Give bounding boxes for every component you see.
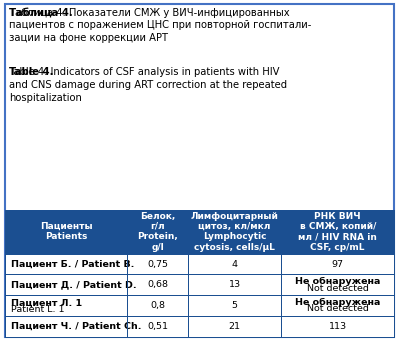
FancyBboxPatch shape xyxy=(188,210,281,254)
Text: Patient L. 1: Patient L. 1 xyxy=(11,305,64,314)
Text: Table 4.: Table 4. xyxy=(9,67,53,77)
FancyBboxPatch shape xyxy=(188,295,281,316)
FancyBboxPatch shape xyxy=(5,295,127,316)
Text: Белок,
г/л
Protein,
g/l: Белок, г/л Protein, g/l xyxy=(137,211,178,252)
FancyBboxPatch shape xyxy=(127,295,188,316)
FancyBboxPatch shape xyxy=(281,275,394,295)
Text: 13: 13 xyxy=(229,280,241,289)
FancyBboxPatch shape xyxy=(281,254,394,275)
Text: Таблица 4. Показатели СМЖ у ВИЧ-инфицированных
пациентов с поражением ЦНС при по: Таблица 4. Показатели СМЖ у ВИЧ-инфициро… xyxy=(9,8,311,43)
Text: Не обнаружена: Не обнаружена xyxy=(295,277,380,286)
Text: Not detected: Not detected xyxy=(307,305,369,313)
Text: Пациенты
Patients: Пациенты Patients xyxy=(40,222,93,241)
Text: Пациент Л. 1: Пациент Л. 1 xyxy=(11,299,82,308)
Text: Пациент Д. / Patient D.: Пациент Д. / Patient D. xyxy=(11,280,136,289)
Text: Не обнаружена: Не обнаружена xyxy=(295,298,380,307)
Text: 0,51: 0,51 xyxy=(147,322,168,331)
Text: 4: 4 xyxy=(231,260,237,268)
FancyBboxPatch shape xyxy=(188,316,281,337)
FancyBboxPatch shape xyxy=(5,210,127,254)
FancyBboxPatch shape xyxy=(188,275,281,295)
Text: Пациент Б. / Patient B.: Пациент Б. / Patient B. xyxy=(11,260,134,268)
Text: 97: 97 xyxy=(332,260,344,268)
Text: 21: 21 xyxy=(229,322,241,331)
Text: 0,68: 0,68 xyxy=(147,280,168,289)
Text: Not detected: Not detected xyxy=(307,284,369,293)
FancyBboxPatch shape xyxy=(127,275,188,295)
Text: 113: 113 xyxy=(329,322,347,331)
FancyBboxPatch shape xyxy=(5,316,127,337)
Text: 0,75: 0,75 xyxy=(147,260,168,268)
FancyBboxPatch shape xyxy=(281,295,394,316)
FancyBboxPatch shape xyxy=(281,316,394,337)
FancyBboxPatch shape xyxy=(127,254,188,275)
Text: Таблица 4.: Таблица 4. xyxy=(9,8,73,17)
Text: Пациент Ч. / Patient Ch.: Пациент Ч. / Patient Ch. xyxy=(11,322,141,331)
FancyBboxPatch shape xyxy=(127,210,188,254)
FancyBboxPatch shape xyxy=(281,210,394,254)
FancyBboxPatch shape xyxy=(127,316,188,337)
Text: РНК ВИЧ
в СМЖ, копий/
мл / HIV RNA in
CSF, cp/mL: РНК ВИЧ в СМЖ, копий/ мл / HIV RNA in CS… xyxy=(298,211,377,252)
Text: 0,8: 0,8 xyxy=(150,301,165,310)
Text: Лимфоцитарный
цитоз, кл/мкл
Lymphocytic
cytosis, cells/µL: Лимфоцитарный цитоз, кл/мкл Lymphocytic … xyxy=(191,211,279,252)
FancyBboxPatch shape xyxy=(188,254,281,275)
Text: 5: 5 xyxy=(231,301,237,310)
FancyBboxPatch shape xyxy=(5,4,394,337)
FancyBboxPatch shape xyxy=(5,275,127,295)
FancyBboxPatch shape xyxy=(5,254,127,275)
Text: Table 4. Indicators of CSF analysis in patients with HIV
and CNS damage during A: Table 4. Indicators of CSF analysis in p… xyxy=(9,67,287,103)
